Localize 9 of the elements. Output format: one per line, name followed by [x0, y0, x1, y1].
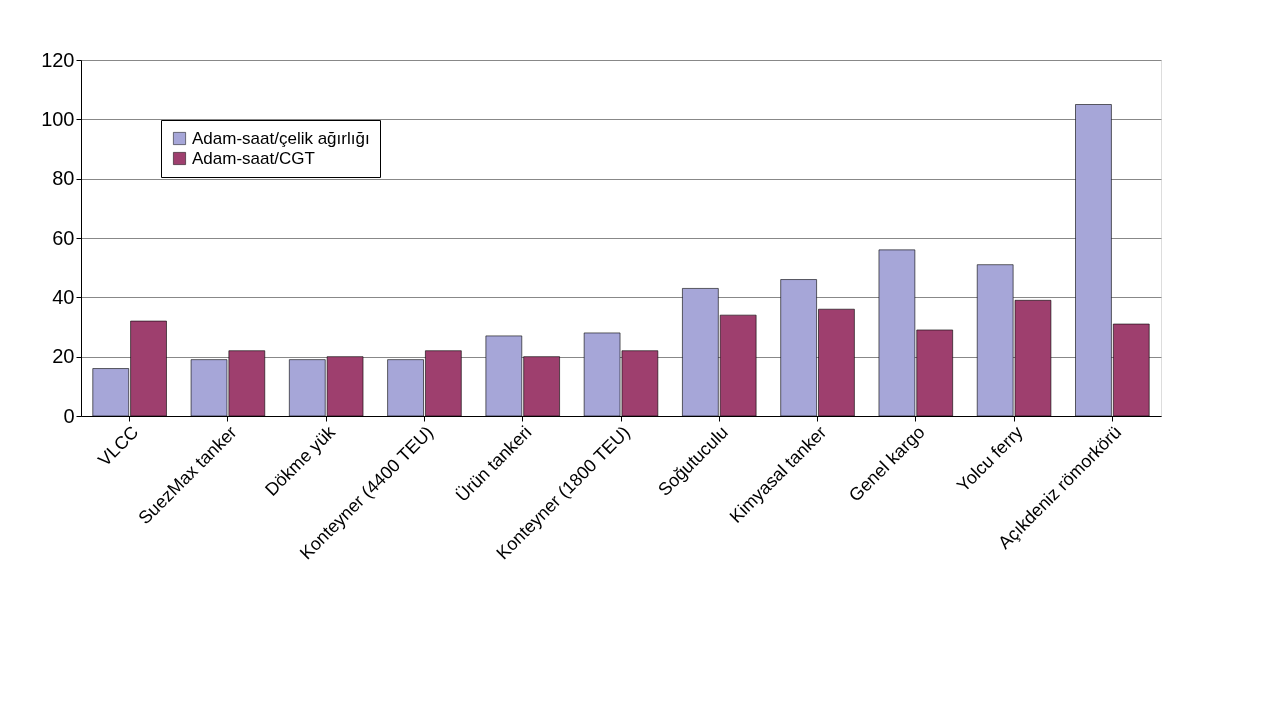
y-tick-label: 120	[41, 48, 75, 71]
y-tick-label: 40	[52, 285, 75, 308]
y-tick-label: 100	[41, 107, 75, 130]
y-tick-label: 0	[63, 404, 75, 427]
legend-label: Adam-saat/CGT	[192, 148, 315, 168]
y-tick-label: 60	[52, 226, 75, 249]
legend-label: Adam-saat/çelik ağırlığı	[192, 128, 370, 148]
y-tick-label: 80	[52, 167, 75, 190]
y-tick-label: 20	[52, 345, 75, 368]
